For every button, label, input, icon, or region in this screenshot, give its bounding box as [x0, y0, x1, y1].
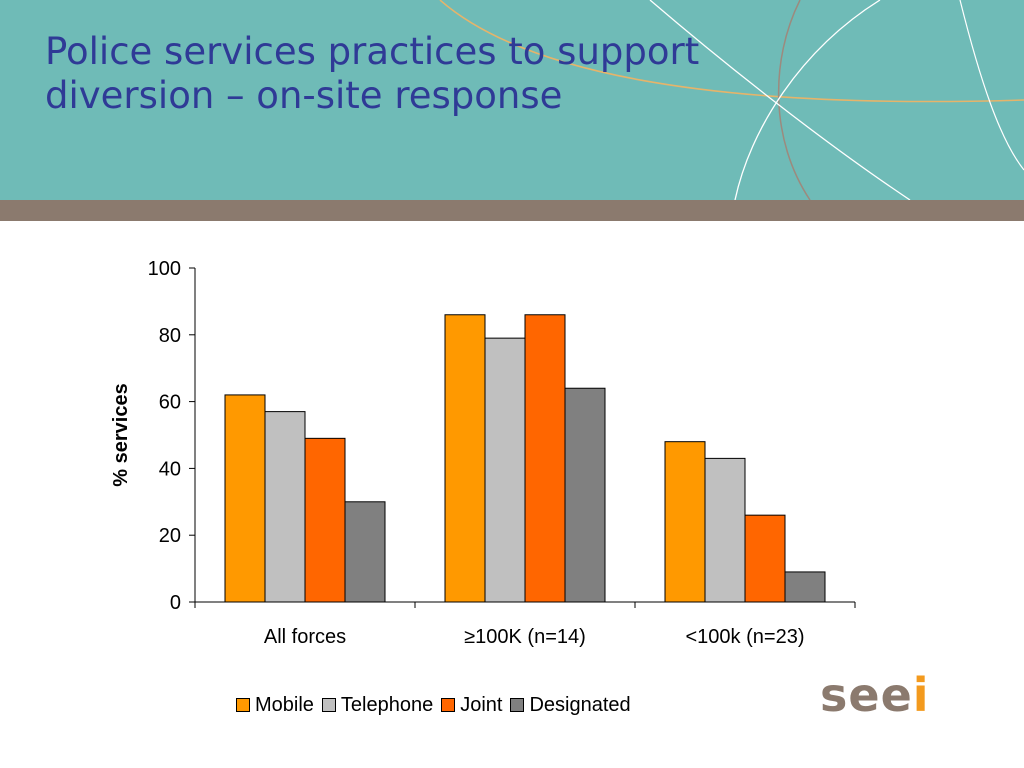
- legend-label: Telephone: [340, 693, 434, 716]
- decorative-curves: [439, 0, 1024, 200]
- slide-title-line-1: Police services practices to support: [45, 30, 700, 73]
- bar-telephone: [704, 457, 746, 603]
- bar-mobile: [664, 441, 706, 603]
- logo-text-main: see: [820, 668, 913, 722]
- bar-joint: [744, 514, 786, 603]
- y-tick-label: 80: [159, 325, 181, 347]
- chart-labels: 0 20 40 60 80 100 % services All forces ≥100K (n…: [110, 258, 804, 648]
- legend-label: Mobile: [255, 693, 314, 716]
- slide-title-line-2: diversion – on-site response: [45, 74, 563, 117]
- bar-joint: [304, 437, 346, 603]
- legend-swatch: [441, 698, 456, 712]
- y-tick-label: 20: [159, 525, 181, 547]
- legend-label: Designated: [529, 693, 631, 716]
- bar-designated: [564, 387, 606, 603]
- legend-item-telephone: Telephone: [321, 693, 434, 717]
- header-banner: Police services practices to support div…: [0, 0, 1024, 200]
- bar-designated: [344, 501, 386, 603]
- bar-designated: [784, 571, 826, 603]
- bar-mobile: [224, 394, 266, 603]
- bar-mobile: [444, 314, 486, 603]
- chart-bars: [224, 314, 826, 603]
- legend-swatch: [510, 698, 525, 712]
- legend-swatch: [321, 698, 336, 712]
- x-category-label: ≥100K (n=14): [464, 626, 586, 648]
- x-category-label: <100k (n=23): [686, 626, 805, 648]
- bar-telephone: [484, 337, 526, 603]
- seei-logo: seei: [820, 668, 930, 722]
- legend-swatch: [236, 698, 250, 712]
- y-tick-label: 0: [170, 592, 181, 614]
- legend-item-mobile: Mobile: [236, 694, 314, 717]
- y-tick-label: 100: [148, 258, 181, 280]
- bar-joint: [524, 314, 566, 603]
- y-tick-label: 40: [159, 458, 181, 480]
- legend-item-designated: Designated: [510, 693, 631, 717]
- legend-item-joint: Joint: [441, 694, 502, 717]
- chart-legend: Mobile Telephone Joint Designated: [236, 692, 639, 718]
- divider-bar: [0, 200, 1024, 221]
- slide-title: Police services practices to support div…: [45, 30, 699, 118]
- y-tick-label: 60: [159, 392, 181, 414]
- bar-telephone: [264, 411, 306, 603]
- x-category-label: All forces: [264, 626, 346, 648]
- y-axis-title: % services: [110, 383, 132, 486]
- logo-text-accent: i: [912, 668, 930, 722]
- legend-label: Joint: [460, 693, 503, 716]
